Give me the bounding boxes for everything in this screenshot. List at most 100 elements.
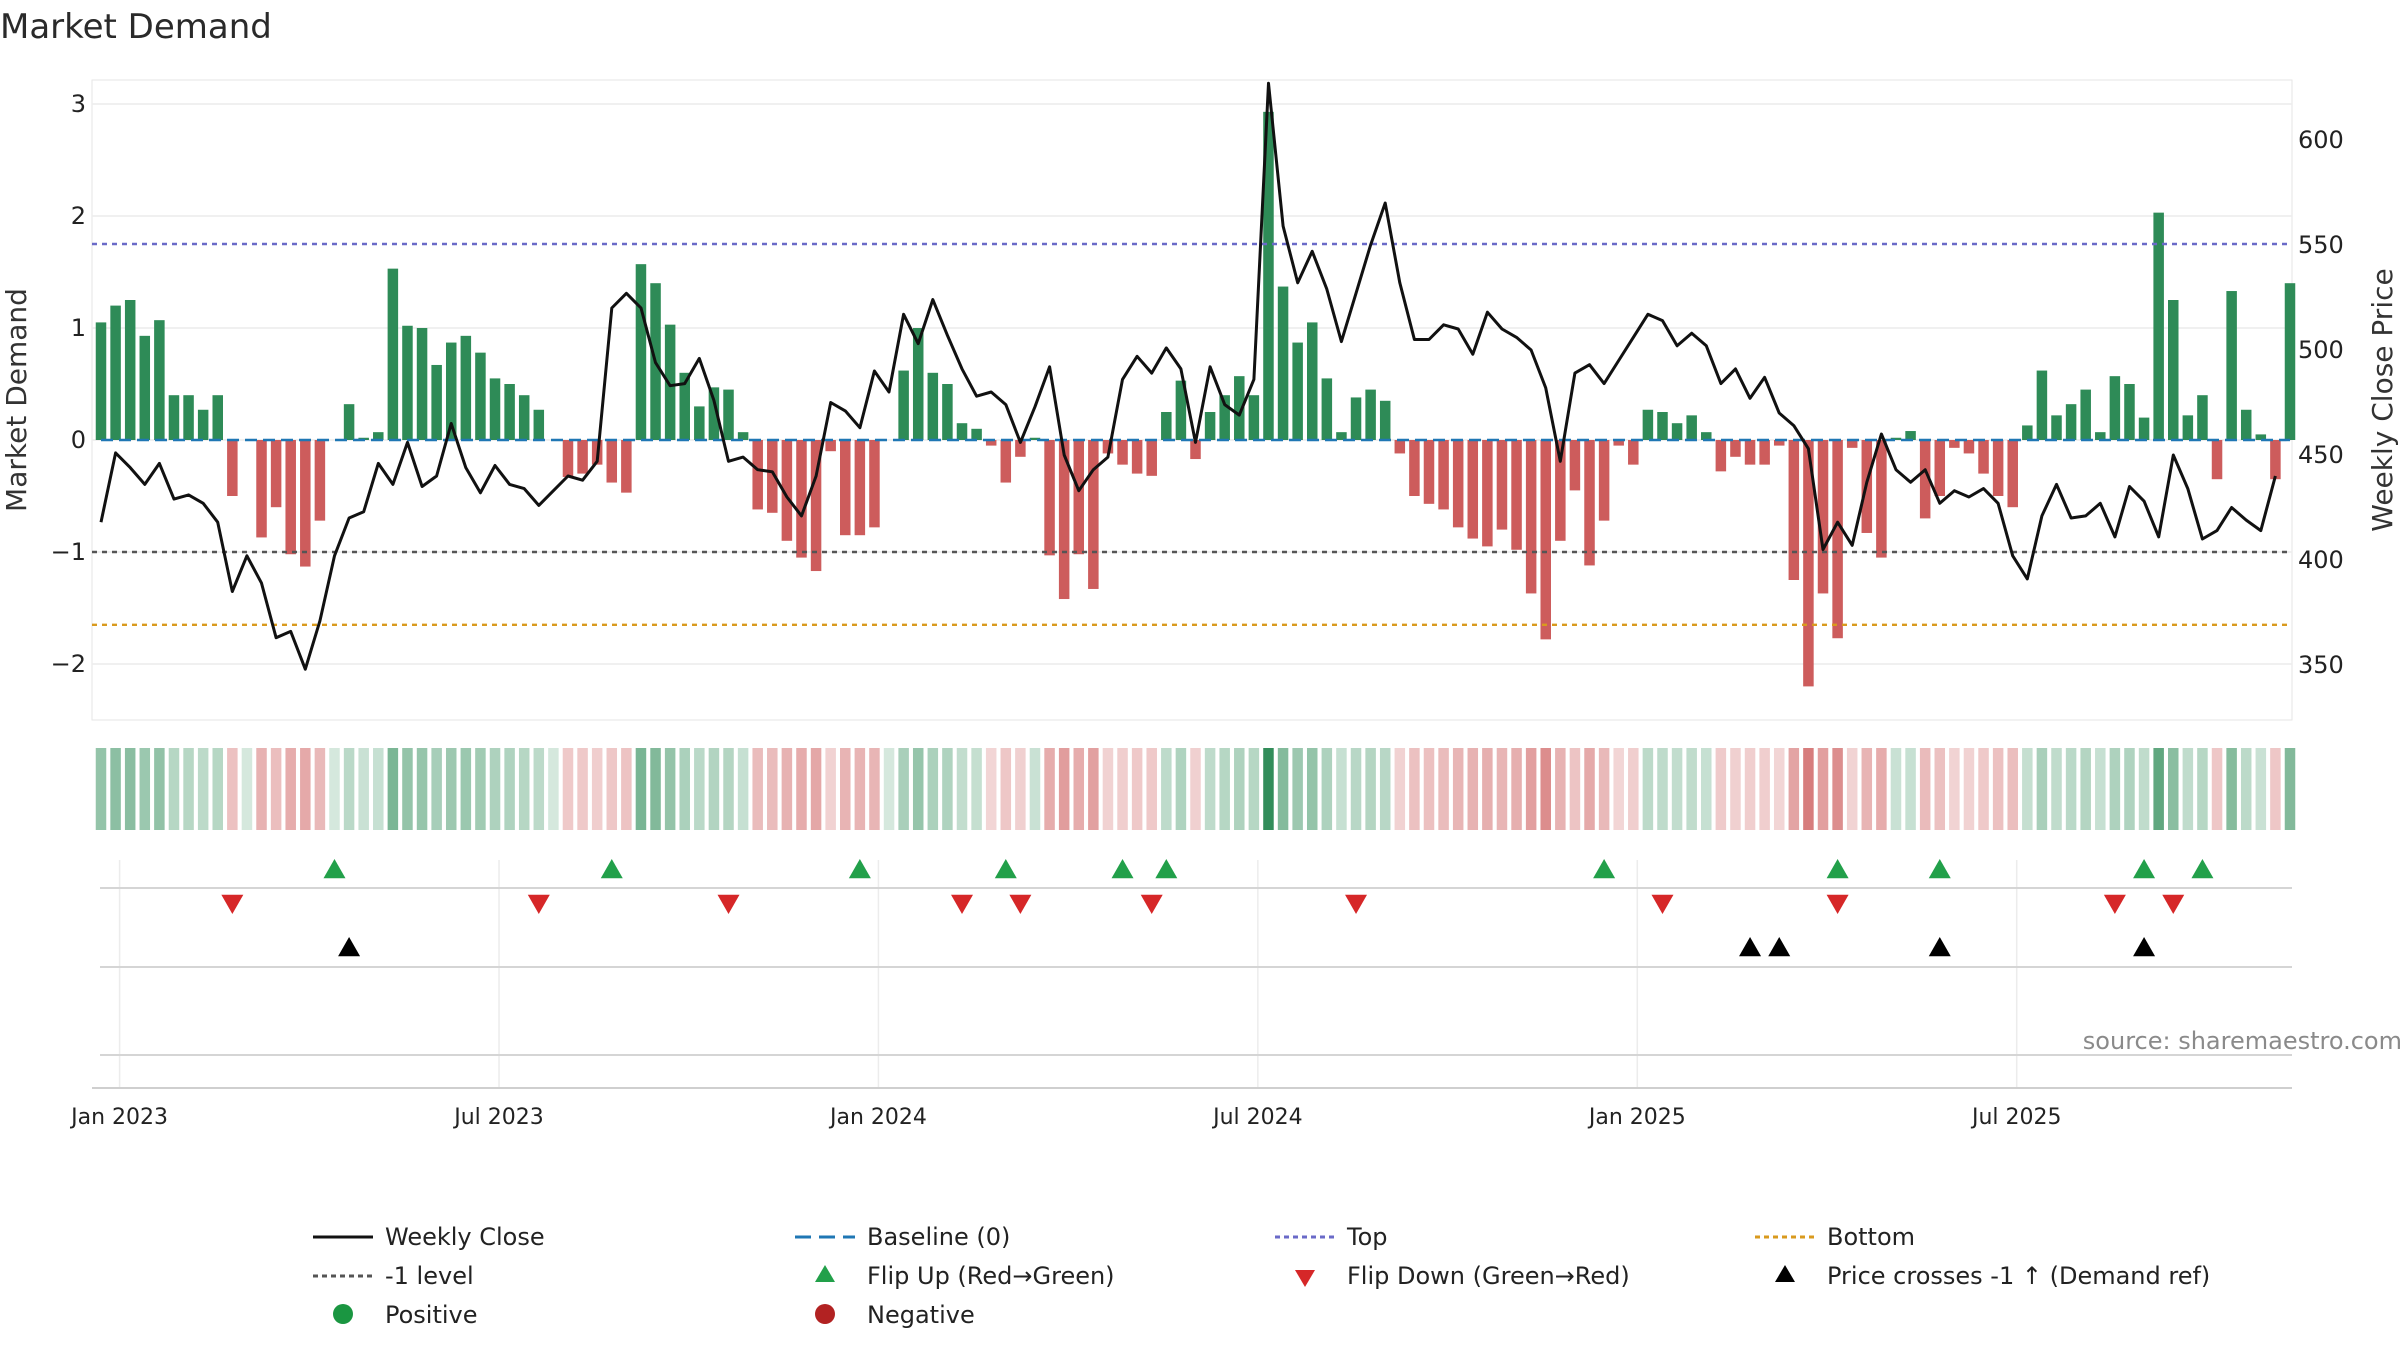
demand-bar — [110, 305, 121, 440]
heat-cell — [1452, 748, 1464, 830]
heat-cell — [621, 748, 632, 830]
heat-cell — [1890, 748, 1902, 830]
demand-bar — [212, 395, 224, 440]
demand-bar — [2124, 384, 2135, 440]
demand-bar — [1219, 395, 1230, 440]
legend: Weekly Close Baseline (0) Top Bottom -1 … — [313, 1223, 2210, 1329]
price-cross-marker — [1768, 937, 1791, 957]
demand-bar — [1409, 440, 1420, 496]
heat-cell — [445, 748, 457, 830]
x-tick-label: Jan 2023 — [69, 1105, 168, 1130]
demand-bar — [533, 409, 545, 440]
demand-bar — [2197, 395, 2208, 440]
heat-cell — [1832, 748, 1843, 830]
demand-bar — [2051, 415, 2062, 440]
heat-cell — [1394, 748, 1406, 830]
demand-bar — [1000, 440, 1012, 483]
heat-cell — [1088, 748, 1099, 830]
demand-bar — [1190, 440, 1201, 460]
heat-cell — [1321, 748, 1333, 830]
heat-cell — [2153, 748, 2164, 830]
demand-bar — [1963, 440, 1975, 454]
demand-bar — [752, 440, 763, 510]
heat-cell — [1817, 748, 1829, 830]
demand-bar — [1715, 440, 1727, 472]
demand-bar — [2022, 425, 2033, 440]
heat-cell — [139, 748, 151, 830]
demand-heat-strip — [95, 748, 2296, 830]
heat-cell — [767, 748, 778, 830]
demand-bar — [971, 428, 982, 440]
heat-cell — [854, 748, 866, 830]
demand-bar — [1306, 322, 1318, 440]
flip-down-marker — [2103, 894, 2126, 914]
demand-bar — [314, 440, 326, 521]
heat-cell — [95, 748, 107, 830]
heat-cell — [1000, 748, 1012, 830]
heat-cell — [1058, 748, 1070, 830]
demand-bar — [781, 440, 793, 541]
heat-cell — [489, 748, 501, 830]
heat-cell — [1628, 748, 1639, 830]
demand-bar — [1890, 437, 1902, 440]
demand-bar — [1117, 440, 1128, 465]
heat-cell — [1569, 748, 1581, 830]
x-tick-label: Jul 2025 — [1970, 1105, 2062, 1130]
heat-cell — [1701, 748, 1712, 830]
heat-cell — [533, 748, 545, 830]
demand-bar — [1555, 440, 1566, 541]
flip-down-marker — [1826, 894, 1849, 914]
demand-bar — [256, 440, 267, 538]
heat-cell — [1642, 748, 1654, 830]
flip-down-marker — [1140, 894, 1163, 914]
demand-bar — [183, 395, 194, 440]
flip-down-marker — [717, 894, 740, 914]
demand-bar — [2284, 283, 2296, 440]
legend-label: Negative — [867, 1301, 975, 1329]
demand-bar — [1161, 412, 1172, 440]
demand-bar — [1949, 440, 1960, 448]
heat-cell — [504, 748, 515, 830]
heat-cell — [1161, 748, 1172, 830]
heat-cell — [110, 748, 121, 830]
legend-label: Top — [1346, 1223, 1388, 1251]
heat-cell — [2167, 748, 2179, 830]
demand-bar — [168, 395, 180, 440]
heat-cell — [1730, 748, 1741, 830]
demand-bar — [1876, 440, 1887, 558]
heat-cell — [840, 748, 851, 830]
heat-cell — [2007, 748, 2018, 830]
heat-cell — [1598, 748, 1610, 830]
heat-cell — [883, 748, 895, 830]
heat-cell — [1511, 748, 1522, 830]
heat-cell — [1277, 748, 1289, 830]
demand-bar — [767, 440, 778, 513]
legend-label: Price crosses -1 ↑ (Demand ref) — [1827, 1262, 2210, 1290]
demand-bar — [1234, 376, 1245, 440]
demand-bar — [1642, 409, 1654, 440]
heat-cell — [270, 748, 282, 830]
demand-bar — [124, 300, 136, 440]
demand-bar — [796, 440, 807, 558]
heat-cell — [694, 748, 705, 830]
demand-bar — [285, 440, 296, 555]
heat-cell — [314, 748, 326, 830]
demand-bar — [1058, 440, 1070, 600]
heat-cell — [1190, 748, 1201, 830]
heat-cell — [1919, 748, 1931, 830]
left-y-axis: 3 2 1 0 −1 −2 — [51, 90, 86, 678]
legend-item-price-cross: Price crosses -1 ↑ (Demand ref) — [1775, 1262, 2210, 1290]
heat-cell — [562, 748, 574, 830]
heat-cell — [2211, 748, 2223, 830]
heat-cell — [402, 748, 413, 830]
demand-bar — [621, 440, 632, 493]
heat-cell — [124, 748, 136, 830]
heat-cell — [373, 748, 384, 830]
heat-cell — [475, 748, 486, 830]
demand-bar — [1394, 440, 1406, 454]
price-cross-marker — [1928, 937, 1951, 957]
heat-cell — [1773, 748, 1785, 830]
demand-bar — [2065, 404, 2077, 440]
demand-bar — [1102, 440, 1114, 454]
demand-bar — [1029, 437, 1041, 440]
